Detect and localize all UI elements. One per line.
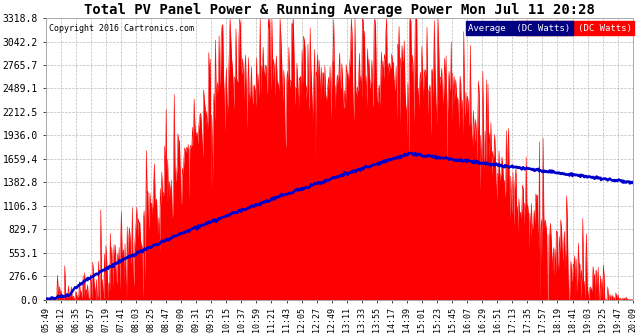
Title: Total PV Panel Power & Running Average Power Mon Jul 11 20:28: Total PV Panel Power & Running Average P… (84, 3, 595, 17)
Text: Average  (DC Watts): Average (DC Watts) (468, 24, 570, 33)
Text: PV Panels  (DC Watts): PV Panels (DC Watts) (518, 24, 632, 33)
Text: Copyright 2016 Cartronics.com: Copyright 2016 Cartronics.com (49, 24, 194, 33)
